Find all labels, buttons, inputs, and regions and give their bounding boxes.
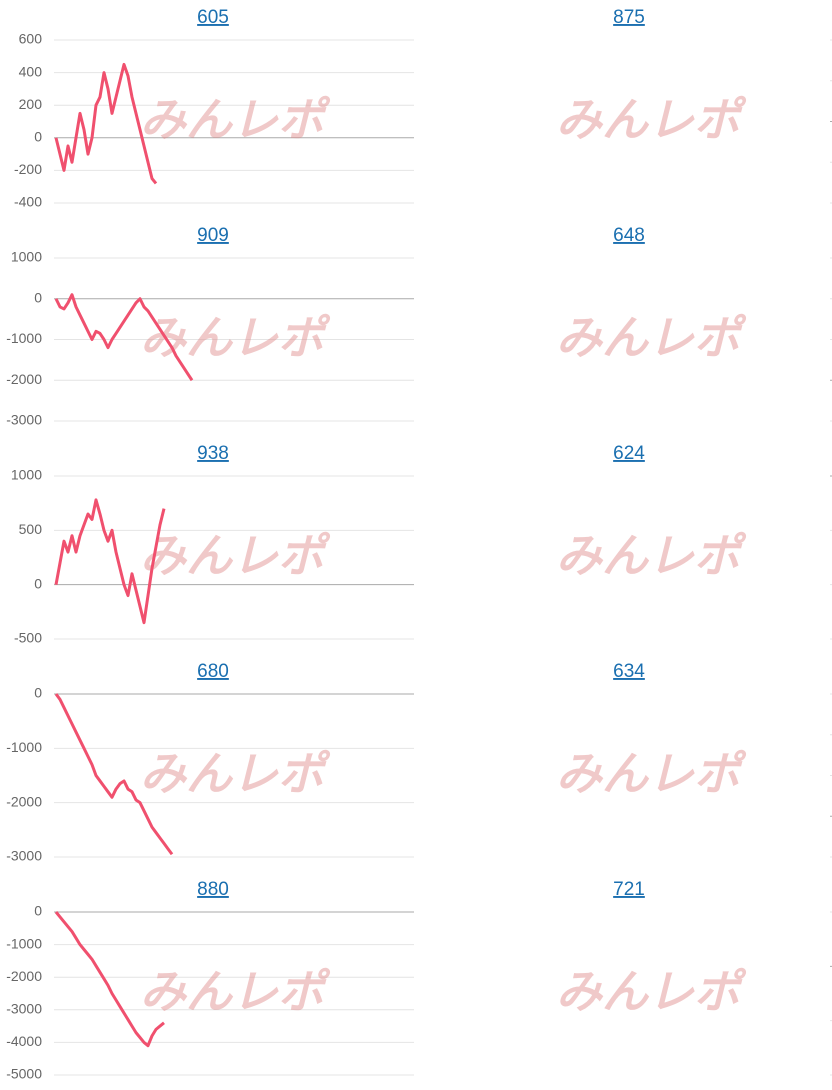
y-tick-label: -3000 — [6, 848, 42, 864]
watermark: みんレポ — [556, 748, 747, 800]
watermark: みんレポ — [556, 966, 747, 1018]
watermark: みんレポ — [556, 94, 747, 146]
y-tick-label: 0 — [34, 289, 42, 305]
watermark: みんレポ — [140, 530, 331, 582]
line-chart: 680 -3000 -2000 -1000 0 みんレポ — [6, 661, 414, 864]
chart-title[interactable]: 909 — [197, 225, 229, 246]
watermark: みんレポ — [556, 530, 747, 582]
line-chart: 634-500050010001500みんレポ — [556, 661, 832, 858]
y-tick-label: -5000 — [6, 1066, 42, 1082]
y-tick-label: -500 — [14, 630, 42, 646]
watermark: みんレポ — [140, 966, 331, 1018]
watermark: みんレポ — [140, 94, 331, 146]
chart-title[interactable]: 721 — [613, 879, 645, 900]
y-tick-label: 0 — [34, 903, 42, 919]
chart-title[interactable]: 648 — [613, 225, 645, 246]
data-line — [54, 911, 165, 1048]
y-tick-label: 200 — [19, 96, 43, 112]
chart-title[interactable]: 624 — [613, 443, 645, 464]
y-tick-label: -4000 — [6, 1033, 42, 1049]
y-tick-label: 0 — [34, 129, 42, 145]
y-tick-label: -1000 — [6, 330, 42, 346]
data-line — [54, 293, 194, 382]
data-line — [54, 498, 166, 625]
y-tick-label: 1000 — [11, 467, 42, 483]
y-tick-label: -200 — [14, 161, 42, 177]
data-line — [54, 693, 174, 856]
y-tick-label: -1000 — [6, 935, 42, 951]
y-tick-label: -400 — [14, 194, 42, 210]
y-tick-label: -2000 — [6, 371, 42, 387]
y-tick-label: -2000 — [6, 968, 42, 984]
line-chart: 875-2000-1000010002000みんレポ — [556, 7, 832, 204]
watermark: みんレポ — [140, 312, 331, 364]
chart-title[interactable]: 634 — [613, 661, 645, 682]
y-tick-label: 1000 — [11, 249, 42, 265]
y-tick-label: -3000 — [6, 412, 42, 428]
chart-title[interactable]: 875 — [613, 7, 645, 28]
data-line — [54, 62, 158, 185]
line-chart: 880 -5000 -4000 -3000 -2000 -1000 0 みんレポ — [6, 879, 414, 1082]
chart-title[interactable]: 880 — [197, 879, 229, 900]
line-chart: 605 -400 -200 0 200 400 600 みんレポ — [14, 7, 414, 210]
line-chart: 624-600-400-2000みんレポ — [556, 443, 832, 640]
y-tick-label: 400 — [19, 63, 43, 79]
chart-title[interactable]: 938 — [197, 443, 229, 464]
line-chart: 938 -500 0 500 1000 みんレポ — [11, 443, 414, 646]
line-chart: 648-500050010001500みんレポ — [556, 225, 832, 422]
chart-title[interactable]: 680 — [197, 661, 229, 682]
y-tick-label: -3000 — [6, 1001, 42, 1017]
y-tick-label: 500 — [19, 521, 43, 537]
watermark: みんレポ — [140, 748, 331, 800]
y-tick-label: 0 — [34, 685, 42, 701]
line-chart: 909 -3000 -2000 -1000 0 1000 みんレポ — [6, 225, 414, 428]
y-tick-label: 0 — [34, 575, 42, 591]
chart-title[interactable]: 605 — [197, 7, 229, 28]
watermark: みんレポ — [556, 312, 747, 364]
y-tick-label: -1000 — [6, 739, 42, 755]
y-tick-label: -2000 — [6, 793, 42, 809]
y-tick-label: 600 — [19, 31, 43, 47]
